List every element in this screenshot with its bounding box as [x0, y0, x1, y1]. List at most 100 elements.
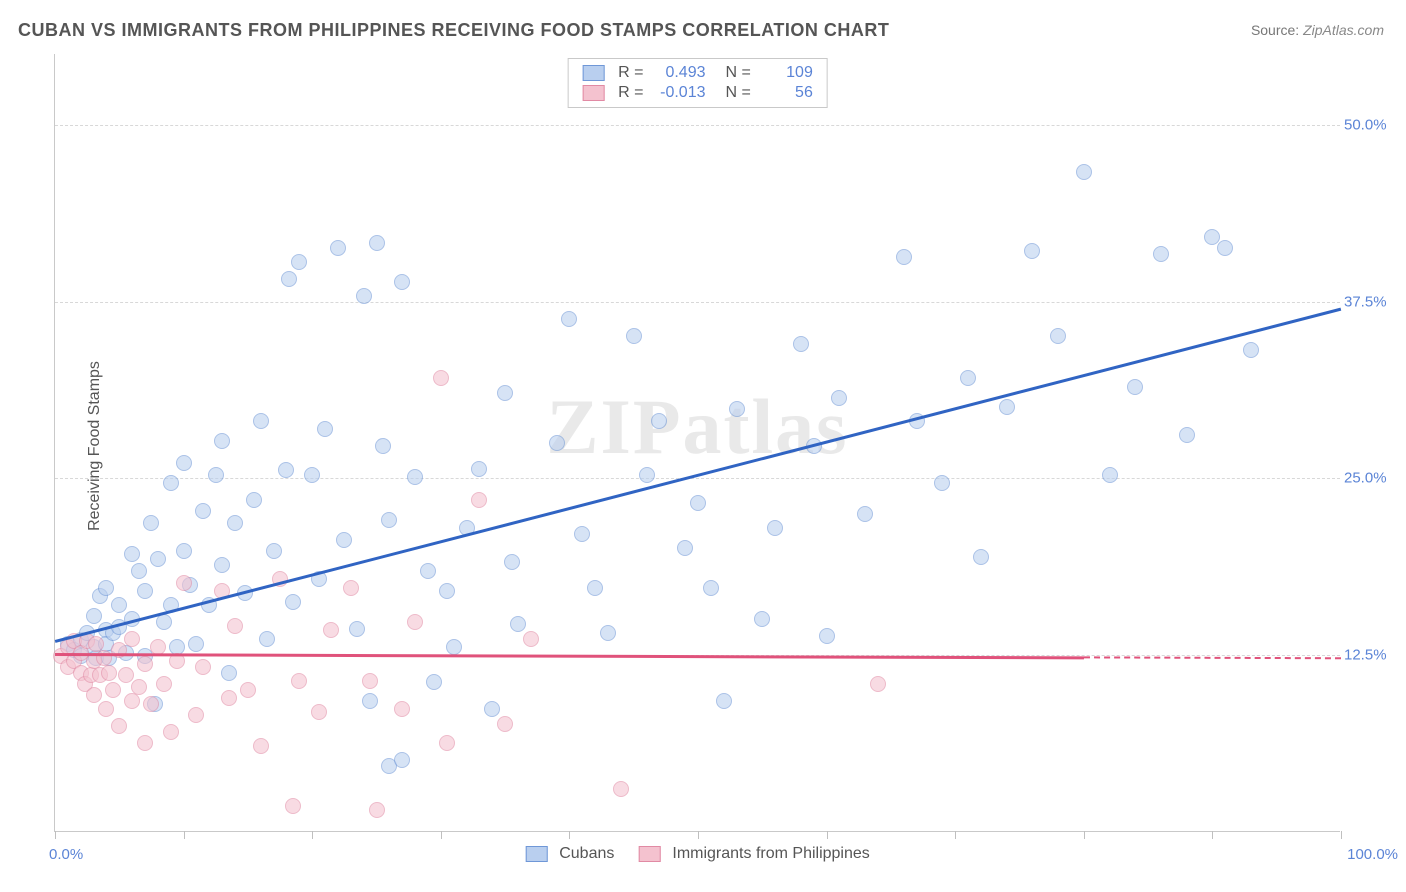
data-point [960, 370, 976, 386]
data-point [137, 735, 153, 751]
data-point [433, 370, 449, 386]
data-point [304, 467, 320, 483]
x-tick [312, 831, 313, 839]
data-point [137, 656, 153, 672]
stats-row: R =-0.013N =56 [582, 83, 813, 103]
data-point [266, 543, 282, 559]
data-point [227, 618, 243, 634]
stat-value-r: 0.493 [654, 64, 706, 82]
data-point [394, 752, 410, 768]
legend-swatch [582, 85, 604, 101]
data-point [754, 611, 770, 627]
data-point [150, 551, 166, 567]
data-point [1024, 243, 1040, 259]
x-tick [184, 831, 185, 839]
data-point [86, 687, 102, 703]
data-point [111, 597, 127, 613]
stat-label-n: N = [726, 64, 751, 82]
data-point [163, 724, 179, 740]
data-point [1127, 379, 1143, 395]
y-tick-label: 37.5% [1344, 293, 1398, 310]
data-point [214, 433, 230, 449]
data-point [176, 543, 192, 559]
stat-label-r: R = [618, 64, 643, 82]
x-tick [1212, 831, 1213, 839]
data-point [471, 492, 487, 508]
data-point [831, 390, 847, 406]
y-tick-label: 25.0% [1344, 470, 1398, 487]
x-tick [569, 831, 570, 839]
data-point [240, 682, 256, 698]
data-point [690, 495, 706, 511]
data-point [471, 461, 487, 477]
data-point [221, 690, 237, 706]
data-point [561, 311, 577, 327]
data-point [857, 506, 873, 522]
data-point [896, 249, 912, 265]
data-point [446, 639, 462, 655]
data-point [111, 718, 127, 734]
data-point [549, 435, 565, 451]
data-point [137, 583, 153, 599]
data-point [163, 475, 179, 491]
chart-title: CUBAN VS IMMIGRANTS FROM PHILIPPINES REC… [18, 20, 889, 41]
data-point [362, 673, 378, 689]
data-point [703, 580, 719, 596]
data-point [291, 254, 307, 270]
data-point [143, 515, 159, 531]
data-point [381, 512, 397, 528]
stat-label-n: N = [726, 84, 751, 102]
data-point [330, 240, 346, 256]
data-point [819, 628, 835, 644]
data-point [1102, 467, 1118, 483]
data-point [176, 575, 192, 591]
data-point [1243, 342, 1259, 358]
data-point [221, 665, 237, 681]
stat-label-r: R = [618, 84, 643, 102]
data-point [793, 336, 809, 352]
data-point [131, 563, 147, 579]
data-point [188, 707, 204, 723]
data-point [497, 716, 513, 732]
data-point [999, 399, 1015, 415]
data-point [323, 622, 339, 638]
legend: Cubans Immigrants from Philippines [525, 845, 870, 863]
data-point [208, 467, 224, 483]
data-point [156, 676, 172, 692]
gridline [55, 302, 1340, 303]
data-point [394, 274, 410, 290]
legend-item: Immigrants from Philippines [638, 845, 869, 863]
gridline [55, 478, 1340, 479]
source-attribution: Source: ZipAtlas.com [1251, 22, 1384, 38]
data-point [439, 735, 455, 751]
data-point [253, 738, 269, 754]
data-point [729, 401, 745, 417]
data-point [281, 271, 297, 287]
x-tick [1084, 831, 1085, 839]
data-point [439, 583, 455, 599]
x-tick [955, 831, 956, 839]
data-point [105, 682, 121, 698]
legend-label: Cubans [559, 845, 614, 863]
data-point [214, 557, 230, 573]
legend-swatch [525, 846, 547, 862]
data-point [317, 421, 333, 437]
data-point [600, 625, 616, 641]
data-point [375, 438, 391, 454]
x-tick [827, 831, 828, 839]
data-point [1050, 328, 1066, 344]
correlation-stats-box: R =0.493N =109R =-0.013N =56 [567, 58, 828, 108]
data-point [716, 693, 732, 709]
data-point [497, 385, 513, 401]
data-point [1217, 240, 1233, 256]
data-point [156, 614, 172, 630]
data-point [394, 701, 410, 717]
data-point [124, 631, 140, 647]
data-point [101, 665, 117, 681]
data-point [195, 503, 211, 519]
x-axis-label: 100.0% [1347, 846, 1398, 863]
data-point [1153, 246, 1169, 262]
x-tick [698, 831, 699, 839]
data-point [131, 679, 147, 695]
data-point [639, 467, 655, 483]
